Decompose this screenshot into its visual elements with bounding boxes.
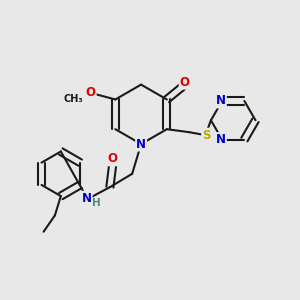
Text: N: N bbox=[216, 133, 226, 146]
Text: N: N bbox=[136, 138, 146, 151]
Text: N: N bbox=[216, 94, 226, 107]
Text: CH₃: CH₃ bbox=[63, 94, 83, 104]
Text: O: O bbox=[108, 152, 118, 165]
Text: S: S bbox=[202, 129, 211, 142]
Text: O: O bbox=[180, 76, 190, 89]
Text: N: N bbox=[82, 192, 92, 205]
Text: O: O bbox=[86, 85, 96, 98]
Text: H: H bbox=[92, 199, 100, 208]
